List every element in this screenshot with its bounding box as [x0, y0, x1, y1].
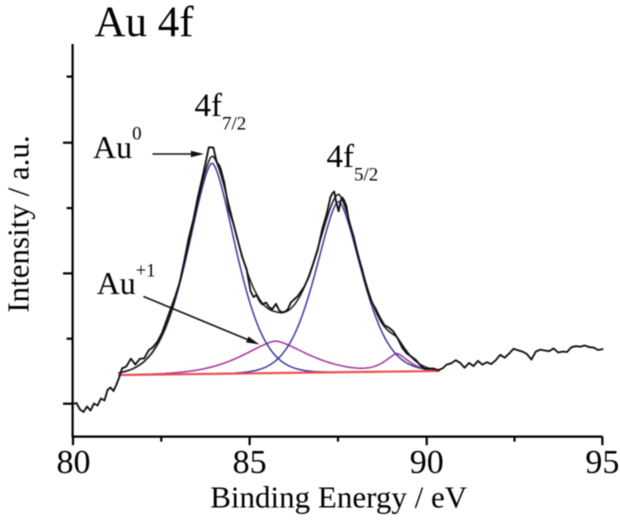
svg-text:90: 90: [410, 444, 444, 481]
svg-text:Au 4f: Au 4f: [95, 0, 195, 46]
svg-text:Binding Energy / eV: Binding Energy / eV: [210, 480, 467, 515]
svg-text:Intensity / a.u.: Intensity / a.u.: [1, 135, 36, 312]
svg-text:85: 85: [233, 444, 267, 481]
svg-text:80: 80: [57, 444, 91, 481]
svg-text:95: 95: [585, 444, 619, 481]
